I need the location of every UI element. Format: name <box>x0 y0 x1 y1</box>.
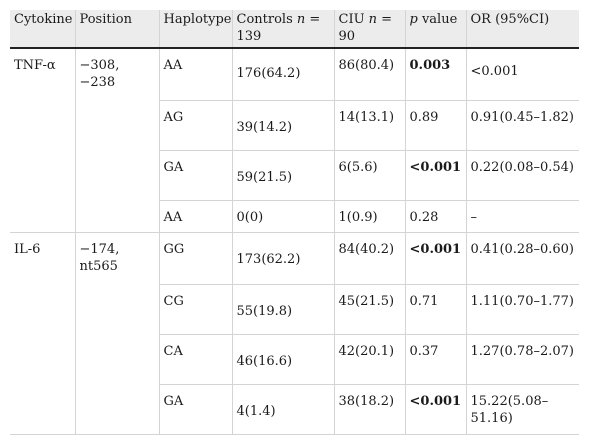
header-controls: Controls n = 139 <box>232 10 335 49</box>
cell-or: 1.11(0.70–1.77) <box>466 284 579 335</box>
table-row: CA 46(16.6) 42(20.1) 0.37 1.27(0.78–2.07) <box>10 334 579 385</box>
cell-position <box>75 284 160 334</box>
table-row: GA 59(21.5) 6(5.6) <0.001 0.22(0.08–0.54) <box>10 150 579 201</box>
cell-ciu: 86(80.4) <box>334 48 406 101</box>
header-pvalue: p value <box>405 10 467 49</box>
cell-controls: 176(64.2) <box>232 48 335 101</box>
header-controls-n: n <box>296 12 306 27</box>
cell-pvalue: 0.003 <box>405 48 467 101</box>
cell-pvalue: 0.71 <box>405 284 467 335</box>
cell-or: 0.41(0.28–0.60) <box>466 232 579 285</box>
cell-or: 15.22(5.08–51.16) <box>466 384 579 435</box>
haplotype-table: Cytokine Position Haplotype Controls n =… <box>10 10 579 435</box>
cell-cytokine: IL-6 <box>10 232 76 284</box>
cell-cytokine: TNF-α <box>10 48 76 100</box>
cell-cytokine <box>10 100 76 150</box>
cell-or: – <box>466 200 579 233</box>
cell-ciu: 14(13.1) <box>334 100 406 151</box>
cell-or: <0.001 <box>466 48 579 101</box>
cell-position <box>75 100 160 150</box>
cell-ciu: 45(21.5) <box>334 284 406 335</box>
cell-controls: 0(0) <box>232 200 335 233</box>
cell-cytokine <box>10 200 76 233</box>
header-ciu-n: n <box>368 12 378 27</box>
header-ciu-prefix: CIU <box>338 12 369 27</box>
cell-controls: 39(14.2) <box>232 100 335 151</box>
header-position: Position <box>75 10 160 49</box>
cell-haplotype: GG <box>159 232 233 285</box>
table-row: IL-6 −174, nt565 GG 173(62.2) 84(40.2) <0.001… <box>10 232 579 285</box>
cell-or: 1.27(0.78–2.07) <box>466 334 579 385</box>
table-header-row: Cytokine Position Haplotype Controls n =… <box>10 10 579 49</box>
cell-position <box>75 334 160 384</box>
header-controls-suffix: = 139 <box>236 12 321 44</box>
cell-ciu: 84(40.2) <box>334 232 406 285</box>
header-haplotype: Haplotype <box>159 10 233 49</box>
cell-position <box>75 200 160 233</box>
cell-pvalue: 0.37 <box>405 334 467 385</box>
cell-position <box>75 150 160 200</box>
header-ciu: CIU n = 90 <box>334 10 406 49</box>
table-body: TNF-α −308, −238 AA 176(64.2) 86(80.4) 0.003 <… <box>10 48 579 435</box>
table-row: CG 55(19.8) 45(21.5) 0.71 1.11(0.70–1.77) <box>10 284 579 335</box>
cell-cytokine <box>10 334 76 384</box>
cell-haplotype: GA <box>159 150 233 201</box>
cell-cytokine <box>10 284 76 334</box>
cell-pvalue: 0.89 <box>405 100 467 151</box>
cell-or: 0.91(0.45–1.82) <box>466 100 579 151</box>
cell-pvalue: <0.001 <box>405 384 467 435</box>
cell-pvalue: <0.001 <box>405 232 467 285</box>
cell-haplotype: CA <box>159 334 233 385</box>
cell-pvalue: 0.28 <box>405 200 467 233</box>
cell-controls: 46(16.6) <box>232 334 335 385</box>
cell-position: −174, nt565 <box>75 232 160 284</box>
cell-position: −308, −238 <box>75 48 160 100</box>
cell-ciu: 6(5.6) <box>334 150 406 201</box>
header-ciu-suffix: = 90 <box>338 12 393 44</box>
cell-controls: 4(1.4) <box>232 384 335 435</box>
cell-controls: 173(62.2) <box>232 232 335 285</box>
header-pvalue-p: p <box>409 12 418 27</box>
header-controls-prefix: Controls <box>236 12 297 27</box>
table-row: GA 4(1.4) 38(18.2) <0.001 15.22(5.08–51.16) <box>10 384 579 435</box>
cell-haplotype: CG <box>159 284 233 335</box>
cell-haplotype: AG <box>159 100 233 151</box>
cell-controls: 55(19.8) <box>232 284 335 335</box>
cell-or: 0.22(0.08–0.54) <box>466 150 579 201</box>
header-or: OR (95%CI) <box>466 10 579 49</box>
cell-haplotype: AA <box>159 200 233 233</box>
cell-cytokine <box>10 384 76 435</box>
header-pvalue-suffix: value <box>417 12 458 27</box>
cell-cytokine <box>10 150 76 200</box>
header-cytokine: Cytokine <box>10 10 76 49</box>
cell-ciu: 1(0.9) <box>334 200 406 233</box>
table-row: AA 0(0) 1(0.9) 0.28– <box>10 200 579 233</box>
table-row: AG 39(14.2) 14(13.1) 0.89 0.91(0.45–1.82) <box>10 100 579 151</box>
cell-ciu: 38(18.2) <box>334 384 406 435</box>
cell-pvalue: <0.001 <box>405 150 467 201</box>
cell-position <box>75 384 160 435</box>
cell-controls: 59(21.5) <box>232 150 335 201</box>
cell-haplotype: AA <box>159 48 233 101</box>
cell-ciu: 42(20.1) <box>334 334 406 385</box>
cell-haplotype: GA <box>159 384 233 435</box>
table-row: TNF-α −308, −238 AA 176(64.2) 86(80.4) 0.003 <… <box>10 48 579 101</box>
